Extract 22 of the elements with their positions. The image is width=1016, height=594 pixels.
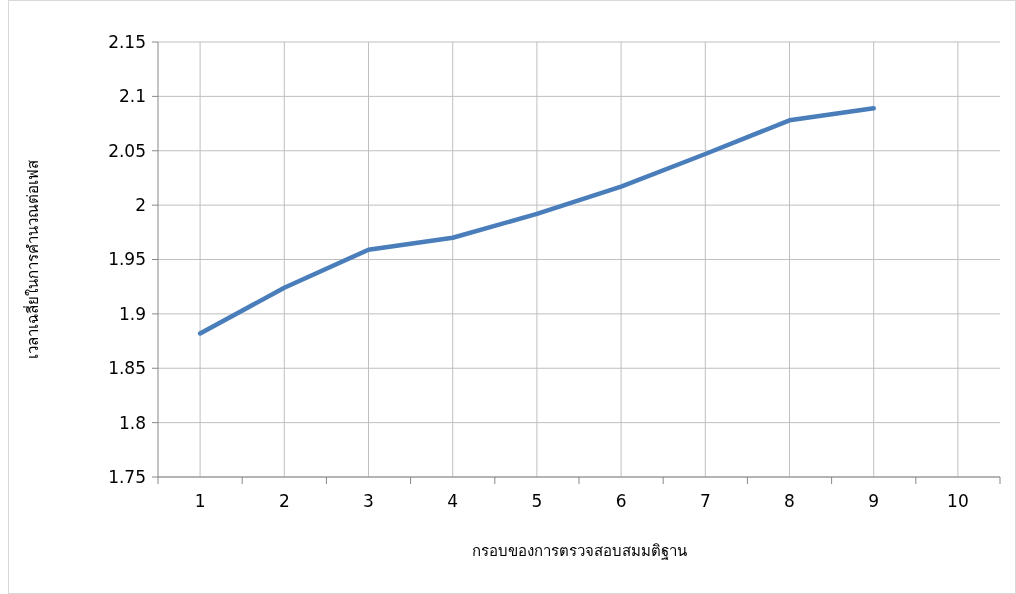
- y-tick-label: 1.8: [118, 412, 146, 433]
- x-tick-label: 2: [278, 491, 290, 511]
- y-tick-label: 1.95: [108, 249, 146, 270]
- y-tick-label: 2: [135, 195, 146, 216]
- y-tick-label: 2.05: [108, 140, 146, 161]
- x-tick-label: 10: [947, 491, 969, 511]
- y-tick-label: 1.85: [108, 358, 146, 379]
- x-tick-label: 3: [363, 491, 374, 511]
- y-tick-label: 1.9: [118, 303, 146, 324]
- x-tick-label: 7: [699, 491, 711, 511]
- line-series: [197, 106, 876, 336]
- x-tick-label: 6: [615, 491, 627, 511]
- x-axis-title: กรอบของการตรวจสอบสมมติฐาน: [471, 542, 687, 560]
- x-tick-label: 8: [784, 491, 795, 511]
- y-tick-label: 2.1: [118, 86, 146, 107]
- y-axis-title: เวลาเฉลี่ยในการคำนวณต่อเฟส: [22, 160, 42, 359]
- x-tick-label: 5: [531, 491, 543, 511]
- x-tick-label: 4: [447, 491, 459, 511]
- y-tick-label: 1.75: [108, 466, 146, 487]
- x-tick-label: 1: [194, 491, 206, 511]
- x-tick-label: 9: [868, 491, 880, 511]
- y-tick-label: 2.15: [108, 31, 146, 52]
